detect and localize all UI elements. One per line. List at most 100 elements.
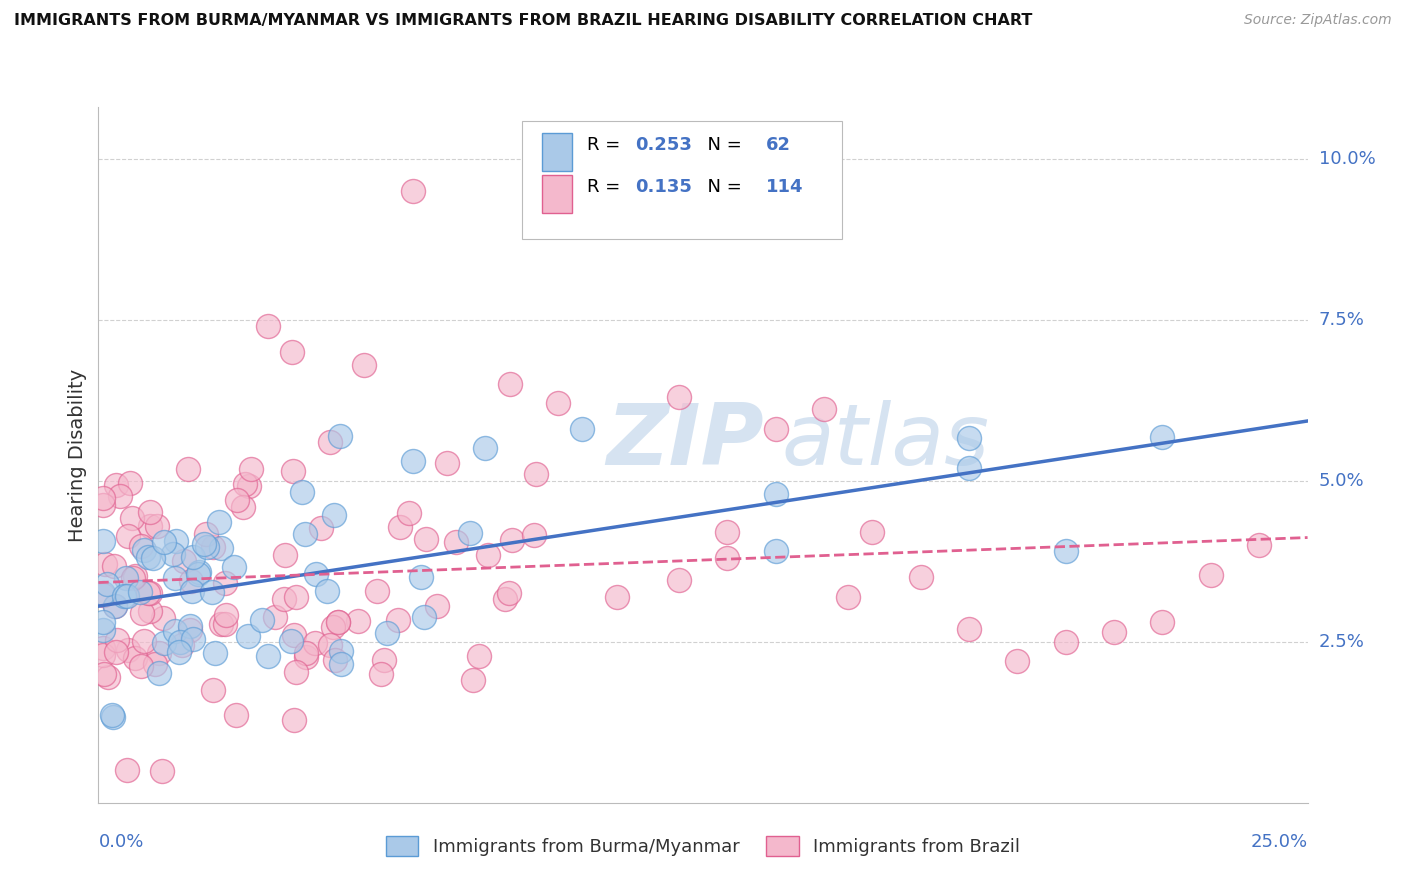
Point <box>165 533 187 548</box>
Point <box>494 591 516 606</box>
Point <box>104 599 127 613</box>
Point <box>209 541 232 555</box>
Point <box>91 641 114 656</box>
Point <box>148 665 170 680</box>
Point <box>461 673 484 687</box>
Point <box>668 390 690 404</box>
Point <box>138 505 160 519</box>
Text: 0.0%: 0.0% <box>98 833 143 851</box>
Point <box>347 614 370 628</box>
Point <box>1249 538 1271 552</box>
Point <box>124 568 146 582</box>
Point <box>311 521 333 535</box>
Point <box>319 638 342 652</box>
Point <box>103 559 125 574</box>
Point <box>225 707 247 722</box>
Point <box>426 599 449 613</box>
Point <box>387 614 409 628</box>
Point <box>177 461 200 475</box>
Point <box>97 670 120 684</box>
Text: R =: R = <box>586 136 626 154</box>
Point <box>187 567 209 582</box>
Point <box>526 467 548 482</box>
Point <box>139 585 162 599</box>
Point <box>1152 615 1174 630</box>
Point <box>436 457 458 471</box>
Point <box>353 358 375 372</box>
Point <box>501 533 523 547</box>
Point <box>467 648 489 663</box>
Point <box>179 624 201 638</box>
Point <box>136 549 159 564</box>
Point <box>285 590 308 604</box>
Point <box>274 548 297 562</box>
Point <box>226 492 249 507</box>
Text: 62: 62 <box>766 136 792 154</box>
Point <box>250 613 273 627</box>
Point <box>169 645 191 659</box>
Point <box>91 615 114 630</box>
Text: IMMIGRANTS FROM BURMA/MYANMAR VS IMMIGRANTS FROM BRAZIL HEARING DISABILITY CORRE: IMMIGRANTS FROM BURMA/MYANMAR VS IMMIGRA… <box>14 13 1032 29</box>
Point <box>264 610 287 624</box>
Point <box>375 625 398 640</box>
Point <box>139 604 162 618</box>
Point <box>283 628 305 642</box>
Point <box>214 575 236 590</box>
Point <box>295 646 318 660</box>
Point <box>398 506 420 520</box>
Point <box>115 571 138 585</box>
Point <box>93 667 115 681</box>
Point <box>108 489 131 503</box>
Text: Source: ZipAtlas.com: Source: ZipAtlas.com <box>1244 13 1392 28</box>
Point <box>136 586 159 600</box>
Point <box>94 557 117 571</box>
Point <box>120 475 142 490</box>
Point <box>281 344 304 359</box>
Point <box>813 402 835 417</box>
Point <box>91 534 114 549</box>
Y-axis label: Hearing Disability: Hearing Disability <box>69 368 87 541</box>
Point <box>329 657 352 671</box>
Point <box>193 537 215 551</box>
Text: atlas: atlas <box>782 400 990 483</box>
Text: N =: N = <box>696 178 747 196</box>
Point <box>329 428 352 442</box>
Point <box>179 619 201 633</box>
Point <box>232 500 254 515</box>
Point <box>101 710 124 724</box>
Point <box>183 549 205 564</box>
Point <box>142 551 165 566</box>
Point <box>129 540 152 554</box>
Point <box>571 422 593 436</box>
Point <box>323 653 346 667</box>
Point <box>122 571 145 585</box>
Point <box>101 707 124 722</box>
Point <box>165 624 187 639</box>
Point <box>131 606 153 620</box>
Point <box>765 486 787 500</box>
Point <box>389 520 412 534</box>
Point <box>124 651 146 665</box>
Point <box>105 645 128 659</box>
Point <box>328 615 350 630</box>
Point <box>281 464 304 478</box>
Legend: Immigrants from Burma/Myanmar, Immigrants from Brazil: Immigrants from Burma/Myanmar, Immigrant… <box>378 829 1028 863</box>
Point <box>214 617 236 632</box>
Text: 25.0%: 25.0% <box>1250 833 1308 851</box>
Point <box>236 629 259 643</box>
Point <box>146 519 169 533</box>
Point <box>294 650 316 665</box>
Point <box>204 646 226 660</box>
Point <box>402 184 425 198</box>
Point <box>474 442 496 456</box>
Point <box>233 477 256 491</box>
Point <box>547 396 569 410</box>
Point <box>837 590 859 604</box>
Point <box>412 609 434 624</box>
Point <box>195 526 218 541</box>
Point <box>180 574 202 589</box>
Point <box>256 319 278 334</box>
Point <box>273 591 295 606</box>
Point <box>169 634 191 648</box>
Point <box>765 422 787 436</box>
